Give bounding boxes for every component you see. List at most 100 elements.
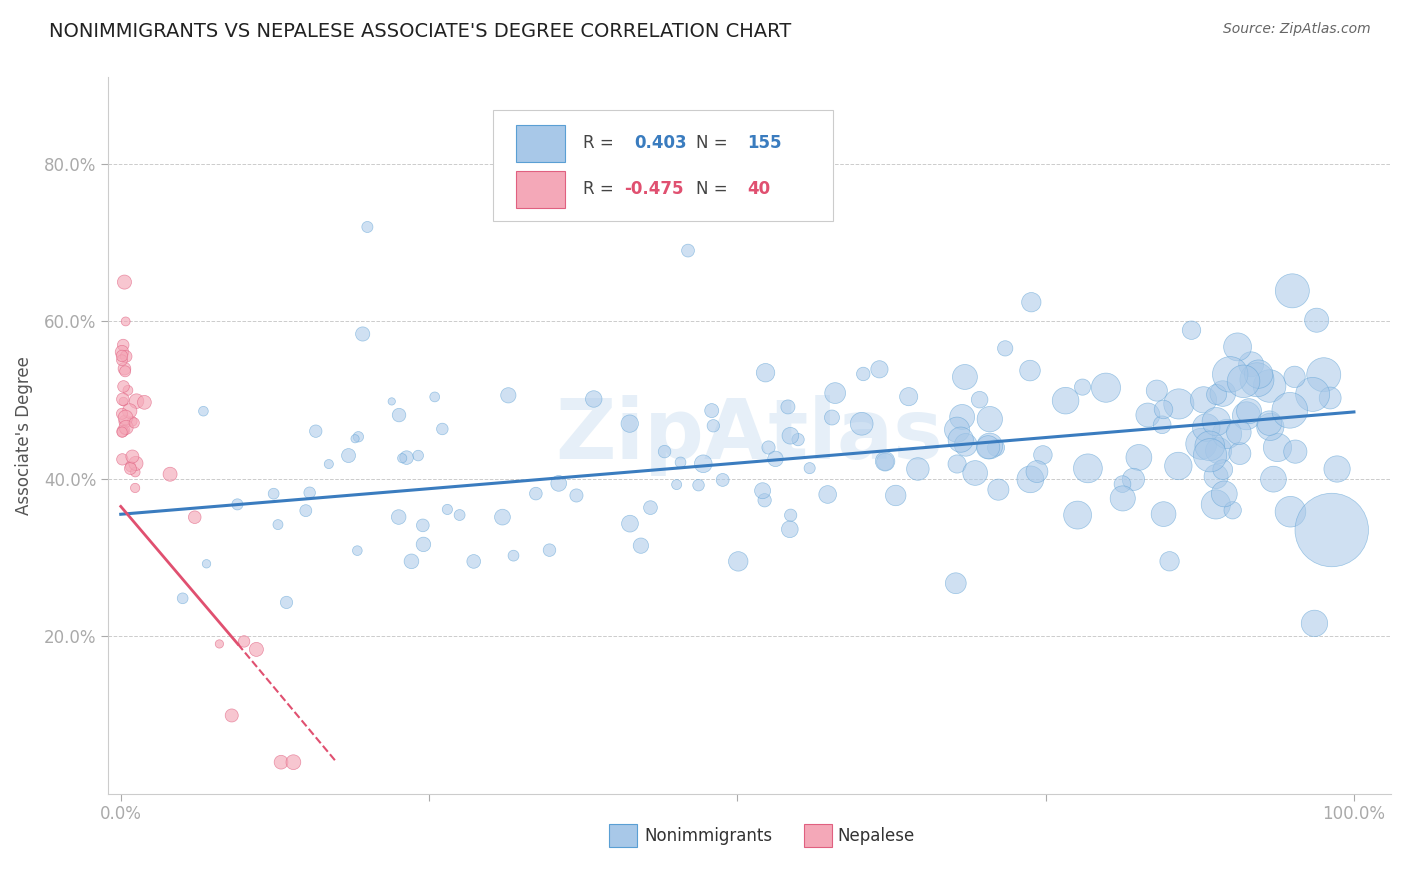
Point (356, 219, 378, 234)
Point (270, 755, 292, 769)
Point (640, 500, 662, 515)
Point (1167, 397, 1189, 411)
Point (1195, 420, 1218, 434)
Point (1153, 402, 1175, 417)
Point (1226, 340, 1249, 354)
Point (115, 420, 138, 434)
Point (1199, 448, 1222, 462)
Point (432, 422, 454, 436)
Text: Nonimmigrants: Nonimmigrants (644, 827, 773, 845)
Point (751, 483, 773, 498)
Point (118, 404, 141, 418)
Point (124, 465, 146, 479)
Point (630, 539, 652, 553)
Point (111, 353, 134, 368)
Point (337, 449, 360, 463)
Point (779, 428, 801, 442)
Point (117, 384, 139, 398)
Point (787, 433, 810, 447)
Point (114, 423, 136, 437)
Point (412, 537, 434, 551)
Point (949, 433, 972, 447)
Point (346, 543, 368, 558)
Point (875, 455, 897, 469)
Point (1192, 392, 1215, 407)
Bar (609, 824, 637, 847)
Point (112, 394, 135, 409)
Point (1128, 450, 1150, 465)
Point (121, 414, 143, 428)
Point (114, 364, 136, 378)
Point (1258, 420, 1281, 434)
Point (305, 424, 328, 438)
Point (263, 486, 285, 500)
Text: NONIMMIGRANTS VS NEPALESE ASSOCIATE'S DEGREE CORRELATION CHART: NONIMMIGRANTS VS NEPALESE ASSOCIATE'S DE… (49, 22, 792, 41)
Point (907, 462, 929, 476)
Point (111, 452, 134, 467)
Point (538, 543, 561, 558)
Text: -0.475: -0.475 (624, 180, 683, 198)
Point (1205, 415, 1227, 429)
Point (1237, 404, 1260, 418)
Point (463, 554, 485, 568)
Point (120, 459, 142, 474)
Point (112, 338, 135, 352)
Text: Nepalese: Nepalese (837, 827, 914, 845)
Point (111, 424, 134, 438)
Point (950, 409, 973, 424)
Point (1112, 491, 1135, 506)
Point (688, 478, 710, 492)
Point (1263, 472, 1285, 486)
Point (391, 451, 413, 466)
Point (754, 493, 776, 508)
Point (1227, 425, 1250, 440)
Point (226, 497, 249, 511)
Point (111, 349, 134, 363)
Point (1066, 508, 1088, 522)
Point (1054, 393, 1077, 408)
Point (134, 395, 156, 409)
Point (946, 457, 969, 471)
Point (1212, 462, 1234, 476)
Point (1246, 373, 1268, 387)
Point (193, 404, 215, 418)
Point (547, 476, 569, 491)
Text: N =: N = (696, 180, 733, 198)
Point (754, 366, 776, 380)
Point (1077, 461, 1099, 475)
Point (1019, 363, 1042, 377)
Point (1232, 374, 1254, 388)
Point (817, 487, 839, 501)
Point (619, 417, 641, 431)
Point (267, 517, 290, 532)
Point (1219, 368, 1241, 382)
Point (121, 450, 143, 464)
Point (868, 362, 890, 376)
Y-axis label: Associate's Degree: Associate's Degree (15, 356, 32, 515)
Point (122, 416, 145, 430)
Point (851, 417, 873, 431)
Point (114, 410, 136, 425)
Point (1019, 472, 1042, 486)
Point (565, 488, 588, 502)
Bar (516, 170, 565, 208)
Point (1205, 469, 1227, 483)
Point (1303, 616, 1326, 631)
Point (159, 467, 181, 482)
Point (352, 326, 374, 341)
Point (112, 379, 135, 393)
Point (1146, 384, 1168, 398)
Point (1278, 403, 1301, 417)
Point (298, 485, 321, 500)
Point (395, 450, 418, 465)
Point (884, 488, 907, 502)
Point (779, 522, 801, 536)
Point (276, 595, 298, 609)
Point (727, 554, 749, 568)
Point (1180, 323, 1202, 337)
Point (111, 392, 134, 407)
Point (111, 345, 134, 359)
Point (765, 451, 787, 466)
Point (1281, 284, 1303, 298)
Point (654, 444, 676, 458)
